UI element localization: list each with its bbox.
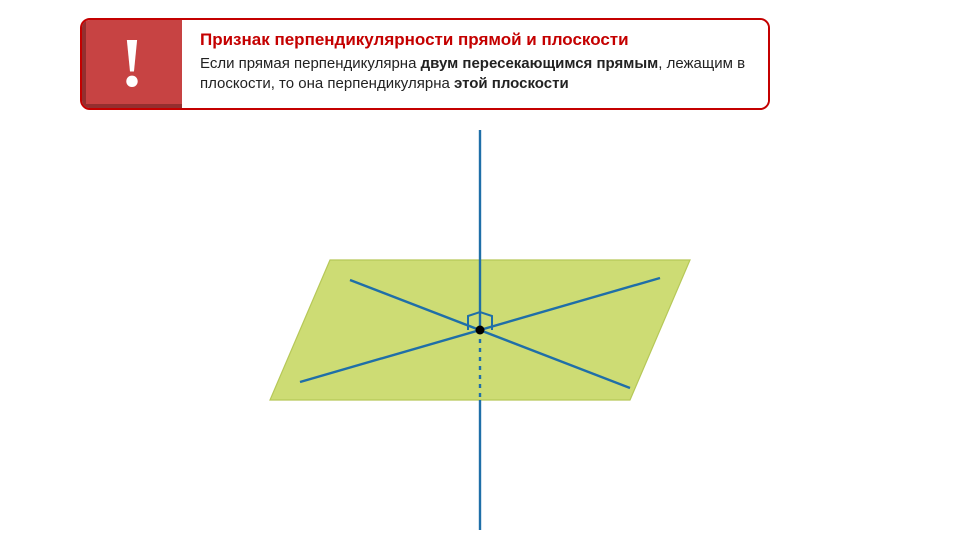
callout-text-bold2: этой плоскости: [454, 75, 569, 92]
exclamation-icon: !: [82, 20, 182, 108]
callout-text-bold1: двум пересекающимся прямым: [421, 55, 659, 72]
callout-title: Признак перпендикулярности прямой и плос…: [200, 30, 750, 50]
perpendicularity-diagram: [200, 130, 760, 530]
callout-text: Если прямая перпендикулярна двум пересек…: [200, 54, 750, 95]
theorem-callout: ! Признак перпендикулярности прямой и пл…: [80, 18, 770, 110]
callout-text-prefix: Если прямая перпендикулярна: [200, 55, 421, 72]
exclamation-glyph: !: [120, 24, 143, 104]
intersection-point: [476, 326, 485, 335]
callout-body: Признак перпендикулярности прямой и плос…: [182, 20, 768, 108]
